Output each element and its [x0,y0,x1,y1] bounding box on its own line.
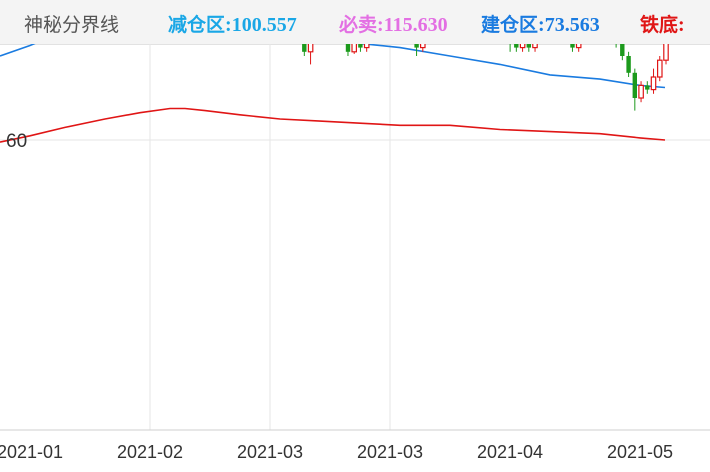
candle-body [345,44,351,52]
candle-body [626,56,631,73]
candle-body [302,44,307,52]
candle-body [532,44,538,49]
x-axis-labels: 2021-01 2021-02 2021-03 2021-03 2021-04 2021-… [0,442,673,462]
band-line-blue [0,44,666,89]
y-axis-labels: 1209060 [6,131,27,152]
x-tick-label: 2021-04 [477,442,543,462]
legend-must-sell: 必卖:115.630 [339,14,448,36]
candle-body [650,76,657,91]
x-tick-label: 2021-01 [0,442,63,462]
legend-build-label: 建仓区 [481,14,539,36]
candle-body [575,44,582,49]
candle-body [570,44,575,48]
candle-body [307,44,314,53]
legend-iron-bottom: 铁底: [640,14,685,36]
grid-lines [0,44,710,431]
candle-body [638,84,644,99]
legend-must-sell-value: 115.630 [383,14,448,36]
indicator-legend: 神秘分界线 减仓区:100.557 必卖:115.630 建仓区:73.563 … [0,0,710,45]
indicator-name: 神秘分界线 [24,14,120,36]
candle-body [526,44,531,48]
y-tick-label: 60 [6,131,27,152]
candle-body [363,44,370,49]
x-tick-label: 2021-03 [357,442,423,462]
candle-body [620,44,625,56]
x-tick-label: 2021-05 [607,442,673,462]
legend-reduce-label: 减仓区 [168,14,226,36]
legend-build-zone: 建仓区:73.563 [481,14,600,36]
candle-body [663,44,669,61]
x-tick-label: 2021-03 [237,442,303,462]
candle-body [351,44,358,53]
legend-reduce-zone: 减仓区:100.557 [168,14,297,36]
legend-reduce-value: 100.557 [231,14,297,36]
candle-body [420,44,426,49]
legend-build-value: 73.563 [544,14,600,36]
candle-body [514,44,519,48]
candle-body [632,72,637,98]
x-tick-label: 2021-02 [117,442,183,462]
band-line-red [0,107,666,143]
legend-must-sell-label: 必卖 [339,14,378,36]
candle-body [358,44,363,48]
legend-iron-label: 铁底 [640,14,679,36]
candle-body [414,44,419,48]
candle-body [656,59,663,78]
candlestick-chart[interactable]: 1209060 2021-012021-022021-032021-032021… [0,44,710,472]
candles [302,44,669,111]
band-lines [0,44,666,143]
candle-body [645,85,650,90]
candle-body [519,44,526,49]
